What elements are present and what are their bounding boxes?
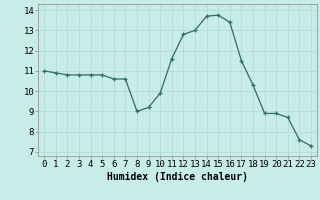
X-axis label: Humidex (Indice chaleur): Humidex (Indice chaleur) xyxy=(107,172,248,182)
